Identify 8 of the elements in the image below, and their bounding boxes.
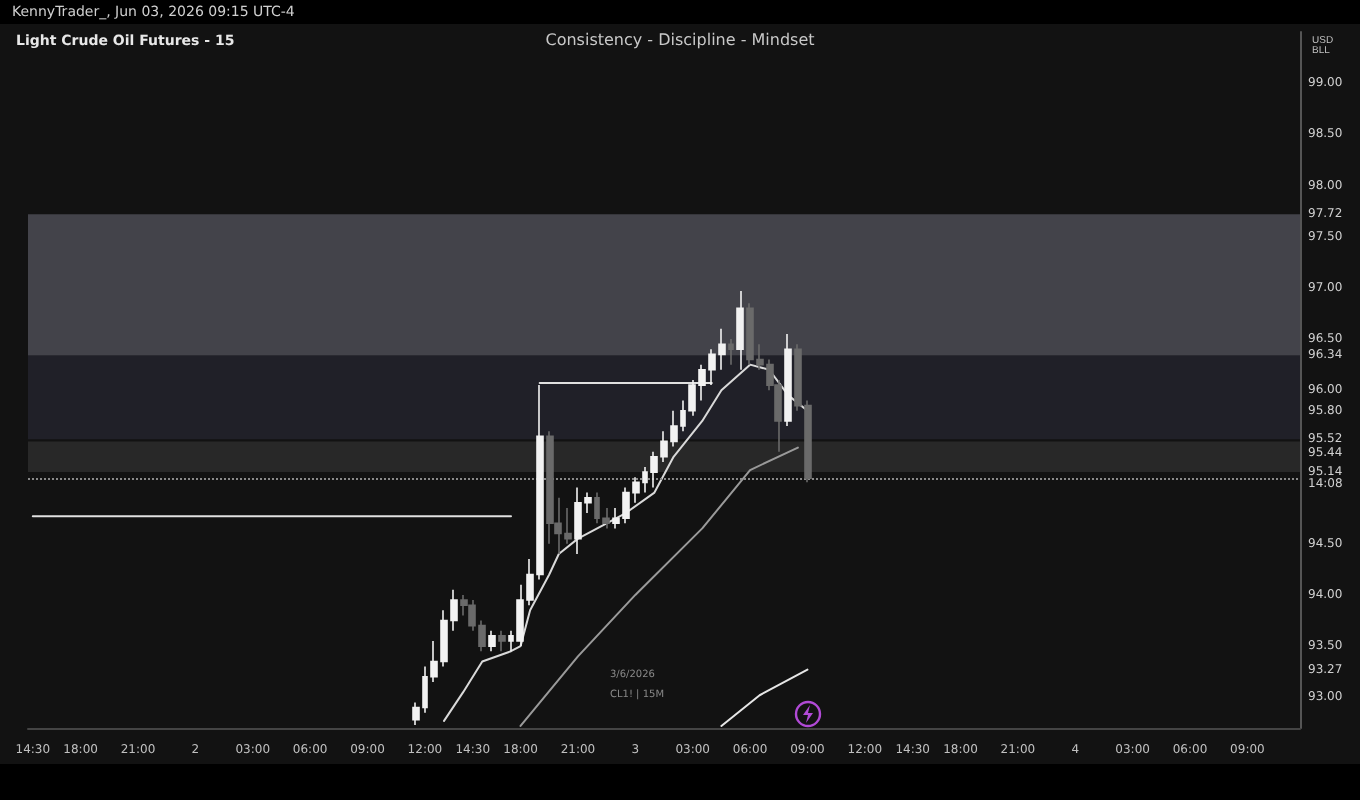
candlestick <box>488 629 496 653</box>
candlestick <box>498 629 506 653</box>
candlestick <box>784 333 792 427</box>
line-series <box>443 363 809 722</box>
candlestick <box>728 338 734 366</box>
line-series <box>519 446 799 727</box>
candlestick <box>736 290 744 371</box>
chart-subtitle: Consistency - Discipline - Mindset <box>545 31 815 49</box>
